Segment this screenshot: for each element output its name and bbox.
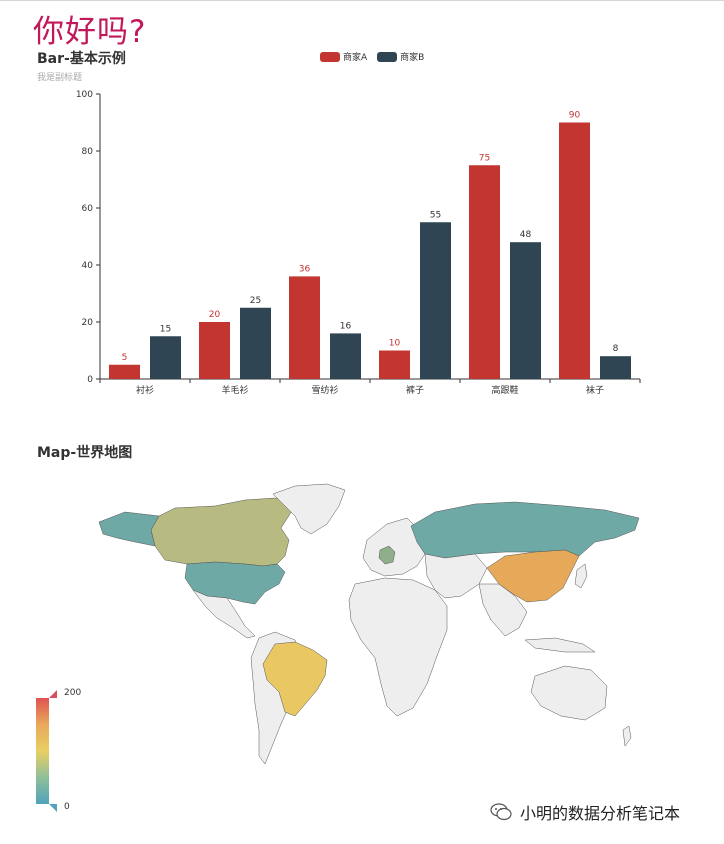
x-tick-label: 羊毛衫 xyxy=(221,384,248,396)
y-tick-label: 40 xyxy=(82,261,94,271)
map-region-indonesia xyxy=(524,637,596,653)
bar-data-label: 25 xyxy=(250,296,261,306)
bar-series-a xyxy=(199,322,230,379)
bar-series-b xyxy=(330,333,361,379)
bar-series-a xyxy=(289,276,320,379)
bar-series-b xyxy=(150,336,181,379)
visual-map-max-handle[interactable] xyxy=(49,690,57,698)
world-map xyxy=(98,483,640,765)
map-region-russia xyxy=(410,501,640,559)
y-tick-label: 20 xyxy=(82,318,94,328)
x-tick-label: 裤子 xyxy=(406,384,424,396)
map-region-germany xyxy=(378,545,396,565)
map-region-canada xyxy=(150,497,296,567)
bar-series-a xyxy=(469,165,500,379)
bar-data-label: 5 xyxy=(122,353,128,363)
bar-data-label: 36 xyxy=(299,264,311,274)
visual-map-min-handle[interactable] xyxy=(49,804,57,812)
bar-series-b xyxy=(510,242,541,379)
map-region-new-zealand xyxy=(622,725,632,747)
bar-series-b xyxy=(600,356,631,379)
bar-chart-title: Bar-基本示例 xyxy=(37,51,126,67)
bar-data-label: 55 xyxy=(430,210,441,220)
map-region-australia xyxy=(530,665,608,721)
map-chart-title: Map-世界地图 xyxy=(37,445,133,461)
bar-data-label: 10 xyxy=(389,339,401,349)
x-tick-label: 雪纺衫 xyxy=(311,384,338,396)
legend-swatch-b xyxy=(377,51,398,62)
bar-series-a xyxy=(559,122,590,379)
map-region-middle-east xyxy=(424,553,488,599)
legend-label-a: 商家A xyxy=(343,53,368,63)
map-region-africa xyxy=(348,577,448,717)
bar-data-label: 16 xyxy=(340,321,352,331)
map-region-japan xyxy=(574,563,588,589)
bar-data-label: 20 xyxy=(209,310,221,320)
bar-data-label: 90 xyxy=(569,111,581,121)
bar-series-b xyxy=(240,307,271,379)
map-region-china xyxy=(486,549,580,603)
bar-chart: 0 20 40 60 80 100 衬衫 5 15 羊毛衫 20 25 雪纺衫 36 16 裤子 10 55 高跟鞋… xyxy=(76,90,641,396)
visual-map-max-label: 200 xyxy=(64,688,82,698)
legend-item-series-a[interactable]: 商家A xyxy=(320,50,367,63)
y-tick-label: 0 xyxy=(87,375,93,385)
x-tick-label: 高跟鞋 xyxy=(491,384,518,396)
watermark: 小明的数据分析笔记本 xyxy=(490,800,680,824)
bar-data-label: 8 xyxy=(613,344,619,354)
legend-label-b: 商家B xyxy=(400,53,425,63)
bar-legend: 商家A 商家B xyxy=(320,50,424,63)
x-tick-label: 袜子 xyxy=(586,384,604,396)
bar-series-a xyxy=(109,364,140,379)
map-region-alaska xyxy=(98,511,160,547)
page-heading: 你好吗? xyxy=(33,14,147,50)
y-tick-label: 100 xyxy=(76,90,93,100)
x-tick-label: 衬衫 xyxy=(136,384,154,396)
bar-series-b xyxy=(420,222,451,379)
map-region-europe xyxy=(362,517,426,577)
bar-data-label: 48 xyxy=(520,230,532,240)
visual-map[interactable]: 200 0 xyxy=(36,688,81,812)
legend-item-series-b[interactable]: 商家B xyxy=(377,50,424,63)
bar-data-label: 15 xyxy=(160,324,171,334)
visual-map-gradient xyxy=(36,698,49,804)
map-region-mexico xyxy=(192,589,256,639)
bar-data-label: 75 xyxy=(479,153,490,163)
legend-swatch-a xyxy=(320,51,340,62)
map-region-brazil xyxy=(262,641,328,717)
watermark-text: 小明的数据分析笔记本 xyxy=(520,804,681,823)
bar-series-a xyxy=(379,350,410,379)
y-tick-label: 80 xyxy=(82,147,94,157)
map-region-greenland xyxy=(272,483,346,535)
wechat-icon xyxy=(490,803,512,821)
visual-map-min-label: 0 xyxy=(64,802,70,812)
top-divider xyxy=(0,0,724,5)
y-tick-label: 60 xyxy=(82,204,94,214)
bar-chart-subtitle: 我是副标题 xyxy=(37,73,83,83)
